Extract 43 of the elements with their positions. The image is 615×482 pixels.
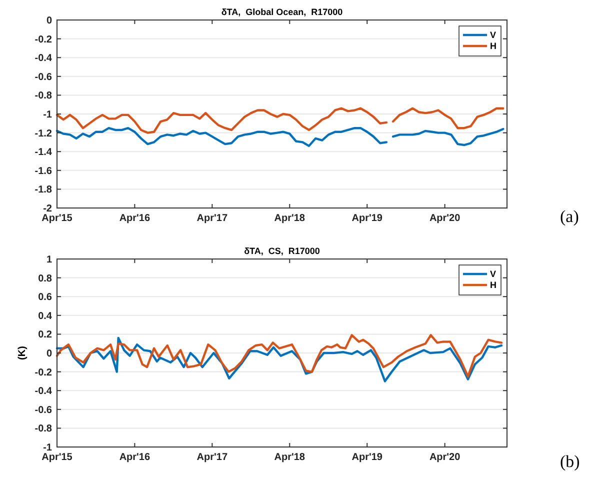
y-tick-label: 0.2 bbox=[38, 330, 52, 341]
y-tick-label: -0.4 bbox=[34, 53, 52, 64]
legend-label: V bbox=[490, 269, 496, 280]
x-tick-label: Apr'20 bbox=[429, 452, 461, 463]
y-tick-label: 1 bbox=[46, 254, 52, 266]
y-tick-label: -1.6 bbox=[34, 166, 52, 177]
chart-title: δTA, CS, R17000 bbox=[244, 246, 320, 256]
legend-label: V bbox=[490, 30, 496, 40]
text: (b) bbox=[560, 452, 580, 471]
y-tick-label: -2 bbox=[43, 204, 52, 214]
x-tick-label: Apr'16 bbox=[119, 452, 150, 463]
x-tick-label: Apr'17 bbox=[196, 213, 228, 224]
y-tick-label: -0.6 bbox=[34, 72, 52, 83]
y-tick-label: 0.6 bbox=[38, 292, 52, 304]
x-tick-label: Apr'17 bbox=[196, 452, 228, 463]
y-tick-label: -0.8 bbox=[34, 90, 52, 102]
y-tick-label: -1.2 bbox=[34, 128, 52, 140]
chart-title: δTA, Global Ocean, R17000 bbox=[221, 7, 343, 17]
y-tick-label: -1 bbox=[43, 442, 52, 454]
y-tick-label: -1.4 bbox=[34, 147, 52, 158]
y-tick-label: -0.2 bbox=[34, 34, 52, 46]
y-tick-label: -0.4 bbox=[34, 386, 52, 398]
y-tick-label: 0.8 bbox=[38, 273, 52, 284]
legend-label: H bbox=[490, 41, 496, 52]
y-axis-title: (K) bbox=[17, 346, 28, 360]
y-tick-label: -0.8 bbox=[34, 424, 52, 435]
legend-label: H bbox=[490, 280, 496, 290]
y-tick-label: -1 bbox=[43, 110, 52, 120]
x-tick-label: Apr'15 bbox=[42, 213, 73, 224]
x-tick-label: Apr'18 bbox=[274, 213, 306, 224]
y-tick-label: 0.4 bbox=[38, 310, 52, 322]
x-tick-label: Apr'19 bbox=[352, 213, 383, 224]
x-tick-label: Apr'19 bbox=[352, 452, 383, 463]
y-tick-label: -1.8 bbox=[34, 184, 52, 196]
y-tick-label: 0 bbox=[46, 16, 52, 26]
y-tick-label: -0.2 bbox=[34, 367, 52, 378]
y-tick-label: 0 bbox=[46, 348, 52, 360]
x-tick-label: Apr'18 bbox=[274, 452, 306, 463]
x-tick-label: Apr'16 bbox=[119, 213, 150, 224]
x-tick-label: Apr'20 bbox=[429, 213, 461, 224]
y-tick-label: -0.6 bbox=[34, 404, 52, 416]
x-tick-label: Apr'15 bbox=[42, 452, 73, 463]
text: (a) bbox=[560, 207, 579, 226]
